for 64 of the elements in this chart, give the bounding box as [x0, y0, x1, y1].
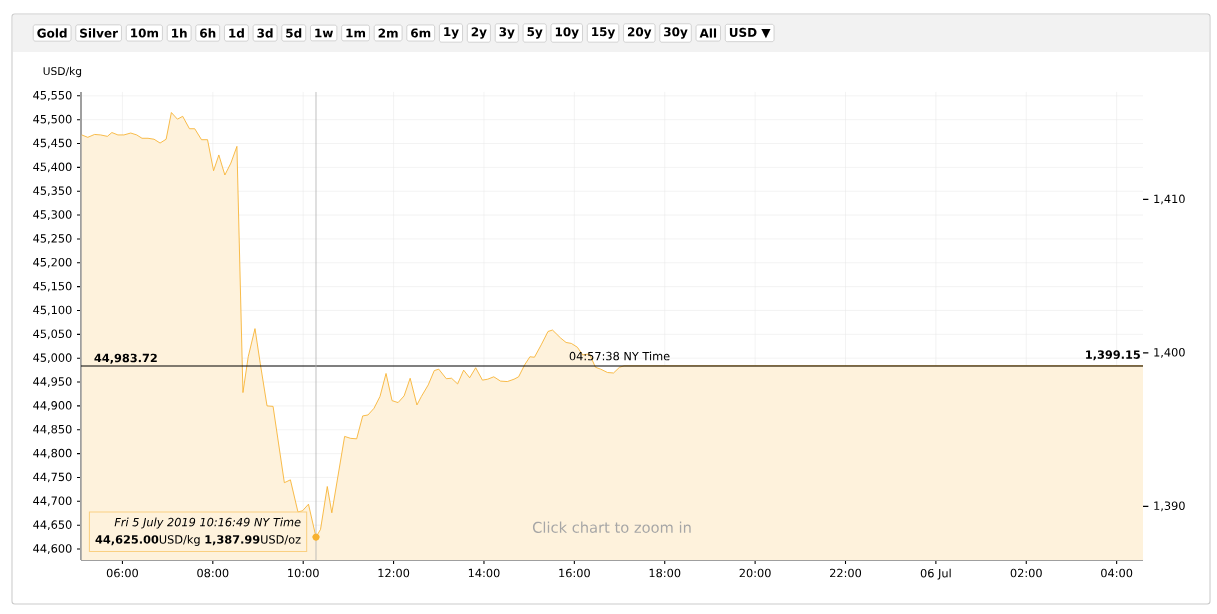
y-tick-label: 45,150 — [33, 281, 72, 292]
x-tick-label: 02:00 — [1010, 568, 1042, 578]
text: 1d — [229, 28, 244, 38]
y-tick-label: 44,700 — [33, 496, 72, 507]
x-tick-label: 12:00 — [378, 568, 410, 578]
y-tick-label: 45,300 — [33, 210, 72, 220]
y-tick-label: 44,650 — [33, 520, 72, 531]
text: 15y — [592, 27, 616, 39]
text: 1w — [315, 28, 333, 38]
text: USD ▼ — [729, 27, 771, 39]
annotation: 44,625.00USD/kg 1,387.99USD/oz — [95, 534, 301, 546]
y-tick-label: 45,200 — [33, 257, 72, 268]
text: 1y — [444, 27, 459, 39]
text: 1h — [172, 28, 187, 38]
y-tick-label: 45,400 — [33, 162, 72, 173]
y-tick-label: 45,350 — [33, 186, 72, 197]
y-tick-label: 44,950 — [33, 377, 72, 387]
x-tick-label: 04:00 — [1101, 568, 1133, 578]
y-tick-label: 45,500 — [33, 114, 72, 125]
text: All — [699, 28, 717, 38]
text: Silver — [80, 28, 118, 38]
x-tick-label: 22:00 — [830, 568, 862, 578]
text: 3y — [499, 27, 515, 39]
text: 30y — [664, 27, 688, 39]
x-tick-label: 06 Jul — [920, 568, 951, 580]
y-tick-label: 44,850 — [33, 424, 72, 435]
text: 6m — [411, 28, 431, 38]
x-tick-label: 16:00 — [559, 568, 590, 578]
text: 6h — [200, 28, 216, 38]
text: 2y — [471, 27, 487, 39]
text: 2m — [378, 28, 398, 38]
y-tick-label: 44,600 — [33, 544, 72, 554]
x-tick-label: 14:00 — [468, 568, 500, 578]
x-tick-label: 20:00 — [739, 568, 771, 578]
y-tick-label: 45,250 — [33, 234, 72, 244]
y-tick-label: 45,050 — [33, 329, 72, 340]
text: 1m — [346, 28, 366, 38]
y-tick-label: 45,100 — [33, 305, 72, 316]
y-tick-label: 44,800 — [33, 448, 72, 459]
text: 5y — [527, 27, 543, 39]
annotation: Click chart to zoom in — [532, 521, 691, 533]
y-tick-label: 44,900 — [33, 401, 72, 411]
y2-tick-label: 1,390 — [1154, 501, 1185, 512]
annotation: 04:57:38 NY Time — [569, 351, 670, 361]
text: 5d — [286, 28, 302, 38]
x-tick-label: 06:00 — [106, 568, 138, 578]
text: 3d — [257, 28, 273, 38]
y-tick-label: 45,550 — [33, 90, 72, 101]
annotation: 1,399.15 — [1086, 350, 1140, 361]
text: 10m — [131, 28, 159, 38]
text: 10y — [555, 27, 579, 39]
y-tick-label: 45,000 — [33, 353, 72, 364]
annotation: Fri 5 July 2019 10:16:49 NY Time — [114, 517, 301, 529]
y2-tick-label: 1,400 — [1154, 347, 1185, 358]
x-tick-label: 08:00 — [197, 568, 229, 578]
x-tick-label: 18:00 — [649, 568, 681, 578]
y2-tick-label: 1,410 — [1154, 194, 1185, 205]
y-tick-label: 45,450 — [33, 138, 72, 149]
ref-line-label: 44,983.72 — [94, 353, 157, 364]
y-tick-label: 44,750 — [33, 472, 72, 483]
x-tick-label: 10:00 — [288, 568, 319, 578]
text: Gold — [37, 28, 67, 38]
y-axis-title: USD/kg — [43, 66, 82, 78]
text: 20y — [627, 27, 652, 39]
